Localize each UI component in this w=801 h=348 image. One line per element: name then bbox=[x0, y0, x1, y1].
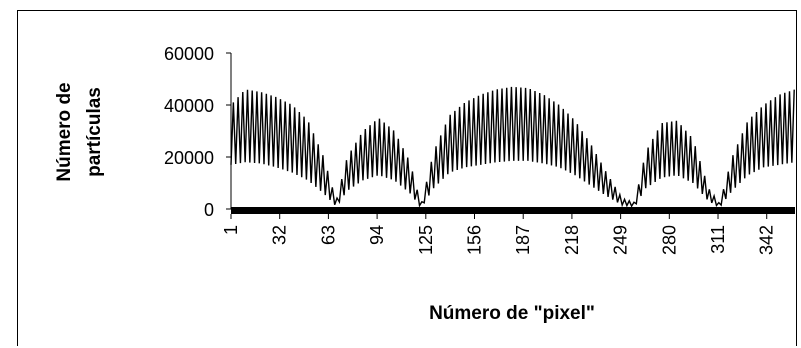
y-tick-label: 0 bbox=[204, 200, 214, 220]
x-tick-label: 280 bbox=[659, 225, 679, 255]
x-tick-label: 94 bbox=[367, 225, 387, 245]
x-tick-label: 311 bbox=[708, 225, 728, 254]
y-axis-title-line: partículas bbox=[84, 87, 105, 177]
x-tick-label: 1 bbox=[221, 225, 241, 235]
series-line bbox=[230, 86, 795, 208]
x-tick-label: 218 bbox=[562, 225, 582, 255]
x-axis: 1 32 63 94 125 156 187 218 249 280 311 342 bbox=[221, 214, 777, 255]
plot-area bbox=[230, 86, 795, 214]
y-axis-title: Número de partículas bbox=[54, 82, 105, 181]
x-tick-label: 32 bbox=[270, 225, 290, 245]
chart-frame bbox=[17, 10, 797, 346]
x-tick-label: 63 bbox=[318, 225, 338, 245]
y-tick-label: 20000 bbox=[164, 148, 214, 168]
y-axis-title-line: Número de bbox=[54, 82, 75, 181]
x-axis-baseline bbox=[231, 207, 795, 214]
y-axis: 0 20000 40000 60000 bbox=[164, 44, 232, 220]
y-tick-label: 40000 bbox=[164, 96, 214, 116]
x-tick-label: 249 bbox=[611, 225, 631, 255]
x-tick-label: 342 bbox=[757, 225, 777, 255]
y-tick-label: 60000 bbox=[164, 44, 214, 64]
x-axis-title: Número de "pixel" bbox=[429, 303, 595, 324]
x-tick-label: 125 bbox=[416, 225, 436, 255]
x-tick-label: 156 bbox=[465, 225, 485, 255]
x-tick-label: 187 bbox=[513, 225, 533, 255]
